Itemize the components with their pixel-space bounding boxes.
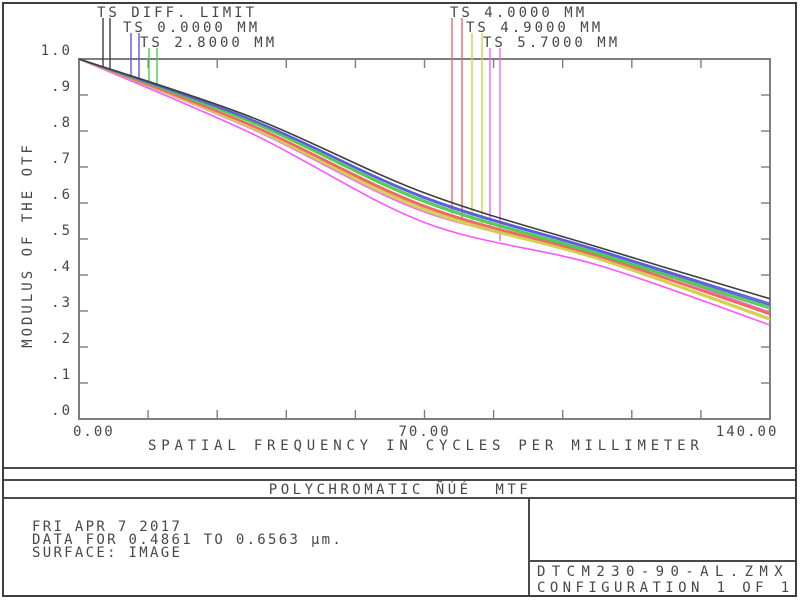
x-tick-label: 140.00	[715, 424, 779, 440]
y-tick-label: .7	[51, 151, 72, 167]
y-tick-label: .8	[51, 115, 72, 131]
divider-titlebar-top	[2, 479, 797, 481]
surface-text: SURFACE: IMAGE	[32, 545, 183, 561]
legend-label: TS 4.9000 MM	[466, 20, 604, 36]
x-tick-label: 70.00	[398, 424, 451, 440]
y-tick-label: .6	[51, 187, 72, 203]
configuration-text: CONFIGURATION 1 OF 1	[537, 580, 794, 596]
legend-label: TS 2.8000 MM	[140, 35, 278, 51]
y-tick-label: .3	[51, 295, 72, 311]
lens-file-name: DTCM230-90-AL.ZMX	[537, 564, 790, 580]
mtf-curve-TS DIFF. LIMIT	[78, 58, 771, 300]
divider-chart-bottom	[2, 467, 797, 469]
mtf-curve-0.0000 MM T	[78, 58, 771, 305]
y-axis-title: MODULUS OF THE OTF	[20, 142, 36, 348]
y-tick-label: .1	[51, 367, 72, 383]
y-tick-label: .0	[51, 403, 72, 419]
legend-label: TS 0.0000 MM	[123, 20, 261, 36]
mtf-chart	[78, 18, 771, 420]
mtf-curve-5.7000 MM T	[78, 58, 771, 326]
mtf-curve-4.0000 MM T	[78, 58, 771, 314]
y-tick-label: .4	[51, 259, 72, 275]
wavelength-data-text: DATA FOR 0.4861 TO 0.6563 µm.	[32, 532, 344, 548]
y-tick-label: .2	[51, 331, 72, 347]
plot-frame	[78, 58, 771, 420]
legend-label: TS 4.0000 MM	[450, 5, 588, 21]
plot-title: POLYCHROMATIC ÑÚÉ MTF	[268, 482, 532, 498]
divider-footer-vertical	[528, 497, 530, 596]
legend-label: TS DIFF. LIMIT	[97, 5, 258, 21]
y-tick-label: 1.0	[40, 43, 72, 59]
y-tick-label: .5	[51, 223, 72, 239]
x-axis-title: SPATIAL FREQUENCY IN CYCLES PER MILLIMET…	[148, 438, 704, 454]
legend-label: TS 5.7000 MM	[483, 35, 621, 51]
date-text: FRI APR 7 2017	[32, 519, 183, 535]
divider-filebox-top	[528, 560, 796, 562]
x-tick-label: 0.00	[73, 424, 115, 440]
mtf-curve-2.8000 MM T	[78, 58, 771, 308]
y-tick-label: .9	[51, 79, 72, 95]
divider-titlebar-bottom	[2, 497, 797, 499]
